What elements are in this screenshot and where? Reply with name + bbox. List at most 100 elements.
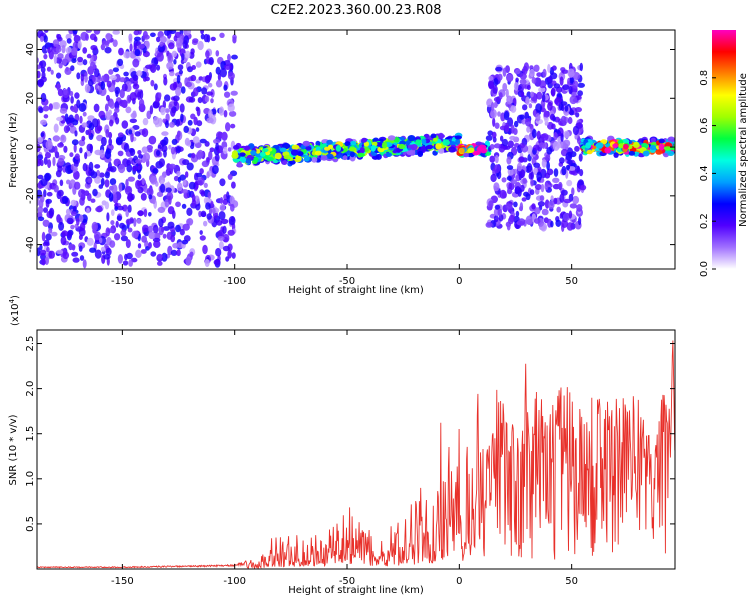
- spectrogram-cell: [108, 138, 113, 146]
- spectrogram-cell: [137, 44, 145, 49]
- spectrogram-cell: [203, 33, 209, 43]
- spectrogram-cell: [519, 73, 527, 80]
- spectrogram-cell: [156, 150, 161, 156]
- spectrogram-cell: [171, 138, 178, 145]
- spectrogram-cell: [56, 72, 62, 79]
- spectrogram-cell: [156, 253, 163, 259]
- spectrogram-cell: [80, 73, 85, 82]
- spectrogram-cell: [94, 249, 102, 259]
- spectrogram-marks: [37, 30, 675, 269]
- spectrogram-cell: [192, 38, 199, 44]
- spectrogram-cell: [508, 217, 514, 225]
- spectrogram-cell: [205, 202, 211, 210]
- spectrogram-cell: [415, 139, 422, 146]
- spectrogram-cell: [190, 74, 197, 82]
- spectrogram-cell: [122, 260, 129, 266]
- spectrogram-cell: [149, 138, 156, 143]
- spectrogram-x-tick-label: 50: [565, 276, 578, 287]
- spectrogram-cell: [38, 199, 44, 209]
- spectrogram-cell: [199, 230, 203, 235]
- spectrogram-cell: [244, 145, 251, 151]
- spectrogram-cell: [56, 116, 64, 122]
- spectrogram-cell: [213, 138, 221, 144]
- spectrogram-cell: [126, 159, 131, 166]
- spectrogram-cell: [224, 91, 231, 98]
- spectrogram-cell: [522, 104, 528, 111]
- spectrogram-cell: [186, 218, 191, 225]
- spectrogram-cell: [116, 215, 122, 221]
- spectrogram-cell: [100, 81, 106, 91]
- spectrogram-cell: [117, 58, 124, 67]
- spectrogram-cell: [467, 147, 475, 153]
- spectrogram-cell: [60, 134, 65, 141]
- spectrogram-cell: [219, 204, 226, 212]
- spectrogram-cell: [564, 105, 569, 112]
- spectrogram-cell: [126, 252, 133, 260]
- spectrogram-cell: [576, 204, 583, 212]
- spectrogram-cell: [183, 30, 191, 36]
- spectrogram-cell: [211, 207, 216, 215]
- spectrogram-cell: [79, 147, 83, 154]
- spectrogram-cell: [231, 181, 236, 189]
- spectrogram-cell: [125, 81, 132, 86]
- spectrogram-cell: [176, 74, 181, 84]
- spectrogram-cell: [73, 170, 80, 180]
- spectrogram-cell: [233, 145, 240, 150]
- spectrogram-cell: [159, 35, 167, 44]
- spectrogram-cell: [170, 146, 176, 155]
- spectrogram-cell: [506, 165, 514, 170]
- spectrogram-cell: [90, 45, 98, 51]
- spectrogram-cell: [152, 168, 159, 174]
- spectrogram-cell: [572, 195, 580, 205]
- spectrogram-cell: [526, 126, 531, 133]
- spectrogram-cell: [534, 207, 541, 215]
- spectrogram-cell: [192, 87, 199, 97]
- spectrogram-cell: [193, 116, 198, 126]
- colorbar-tick-label: 0.4: [699, 165, 710, 181]
- spectrogram-cell: [123, 71, 129, 77]
- spectrogram-cell: [550, 113, 555, 121]
- spectrogram-cell: [132, 58, 140, 68]
- spectrogram-cell: [596, 142, 604, 149]
- spectrogram-cell: [226, 191, 230, 200]
- spectrogram-cell: [156, 64, 161, 71]
- spectrogram-cell: [109, 75, 117, 81]
- spectrogram-cell: [493, 182, 500, 192]
- spectrogram-cell: [73, 160, 79, 168]
- spectrogram-cell: [188, 96, 196, 103]
- spectrogram-cell: [510, 124, 515, 134]
- spectrogram-cell: [488, 200, 494, 208]
- spectrogram-cell: [145, 64, 153, 70]
- spectrogram-cell: [85, 30, 92, 33]
- snr-y-label: SNR (10 * v/v): [8, 414, 19, 485]
- spectrogram-cell: [115, 90, 119, 98]
- spectrogram-cell: [494, 143, 501, 149]
- spectrogram-cell: [112, 39, 118, 47]
- spectrogram-cell: [71, 211, 77, 217]
- spectrogram-cell: [506, 156, 512, 165]
- spectrogram-cell: [536, 72, 542, 77]
- spectrogram-cell: [255, 148, 261, 154]
- snr-y-tick-label: 2.5: [25, 336, 36, 352]
- spectrogram-cell: [182, 159, 190, 166]
- spectrogram-cell: [59, 179, 64, 187]
- spectrogram-cell: [81, 122, 88, 128]
- spectrogram-cell: [62, 251, 70, 260]
- spectrogram-cell: [117, 132, 124, 138]
- spectrogram-cell: [538, 142, 546, 148]
- spectrogram-cell: [37, 174, 44, 180]
- spectrogram-cell: [502, 82, 508, 92]
- spectrogram-cell: [137, 210, 144, 217]
- spectrogram-cell: [314, 150, 322, 156]
- spectrogram-cell: [265, 150, 270, 156]
- spectrogram-cell: [223, 146, 228, 155]
- spectrogram-cell: [370, 145, 376, 152]
- spectrogram-cell: [536, 91, 543, 100]
- spectrogram-cell: [296, 151, 304, 157]
- spectrogram-cell: [551, 65, 557, 71]
- spectrogram-cell: [544, 182, 549, 191]
- spectrogram-cell: [53, 184, 59, 193]
- spectrogram-cell: [133, 217, 137, 227]
- spectrogram-cell: [166, 61, 174, 70]
- spectrogram-cell: [173, 59, 177, 65]
